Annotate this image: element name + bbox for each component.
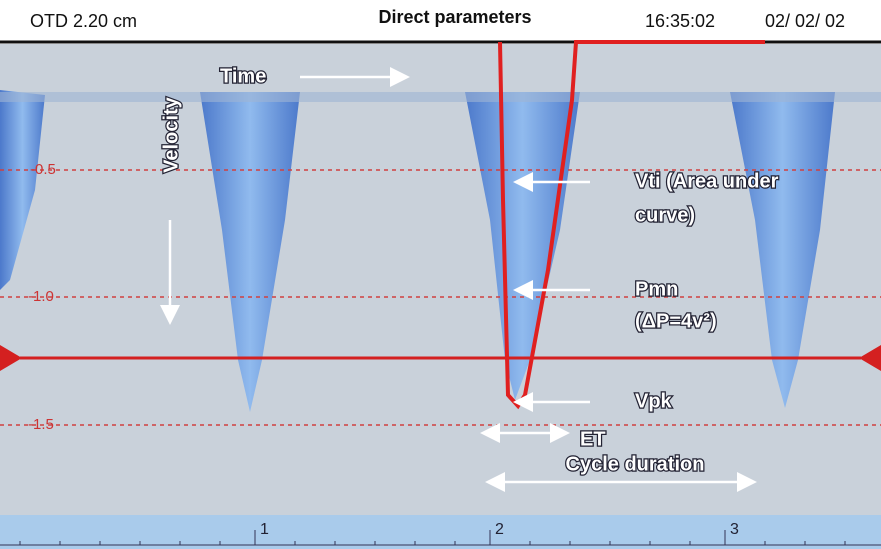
vti-annotation: curve) bbox=[635, 204, 695, 226]
scale-label: -0.5 bbox=[30, 161, 56, 178]
beat-marker: 1 bbox=[260, 521, 269, 538]
scale-label: -1.0 bbox=[28, 288, 54, 305]
timeline-strip bbox=[0, 515, 881, 549]
depth-label: OTD 2.20 cm bbox=[30, 11, 137, 31]
beat-marker: 3 bbox=[730, 521, 739, 538]
vpk-annotation: Vpk bbox=[635, 390, 673, 412]
cycle-annotation: Cycle duration bbox=[566, 453, 705, 475]
pmn-annotation: (ΔP=4v²) bbox=[635, 310, 717, 332]
scale-label: -1.5 bbox=[28, 416, 54, 433]
baseline-band bbox=[0, 92, 881, 102]
time-annotation: Time bbox=[220, 65, 266, 87]
time-label: 16:35:02 bbox=[645, 11, 715, 31]
et-annotation: ET bbox=[580, 428, 606, 450]
doppler-screen: OTD 2.20 cm Direct parameters 16:35:02 0… bbox=[0, 0, 881, 549]
vti-annotation: Vti (Area under bbox=[635, 170, 779, 192]
velocity-annotation: Velocity bbox=[160, 96, 182, 172]
title: Direct parameters bbox=[378, 7, 531, 27]
pmn-annotation: Pmn bbox=[635, 278, 678, 300]
beat-marker: 2 bbox=[495, 521, 504, 538]
date-label: 02/ 02/ 02 bbox=[765, 11, 845, 31]
